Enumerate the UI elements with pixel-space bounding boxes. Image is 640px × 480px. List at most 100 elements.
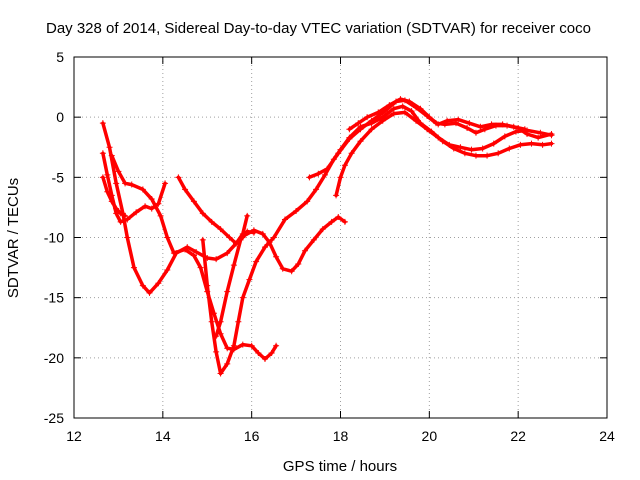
data-point	[213, 256, 220, 263]
series-line	[101, 121, 347, 295]
data-point	[155, 280, 162, 287]
data-point	[313, 186, 320, 193]
data-point	[224, 345, 231, 352]
data-point	[190, 198, 197, 205]
data-point	[517, 141, 524, 148]
data-point	[321, 171, 328, 178]
data-point	[501, 133, 508, 140]
y-axis-title: SDTVAR / TECUs	[5, 178, 22, 298]
data-point	[273, 253, 280, 260]
data-point	[279, 265, 286, 272]
data-point	[461, 150, 468, 157]
data-point	[390, 110, 397, 117]
data-point	[199, 210, 206, 217]
data-point	[375, 109, 382, 116]
data-point	[224, 250, 231, 257]
x-tick-label: 16	[244, 428, 260, 444]
data-point	[319, 226, 326, 233]
y-tick-label: -5	[52, 169, 65, 185]
data-point	[464, 124, 471, 131]
grid-layer	[74, 57, 607, 418]
data-point	[199, 236, 206, 243]
series-track-4	[108, 152, 280, 363]
data-point	[230, 262, 237, 269]
data-point	[155, 200, 162, 207]
data-point	[244, 212, 251, 219]
data-point	[484, 152, 491, 159]
data-point	[204, 282, 211, 289]
data-point	[133, 209, 140, 216]
x-tick-label: 22	[510, 428, 526, 444]
data-point	[472, 152, 479, 159]
data-point	[413, 117, 420, 124]
data-point	[104, 188, 111, 195]
data-point	[477, 123, 484, 130]
series-track-10	[346, 96, 528, 133]
chart-title: Day 328 of 2014, Sidereal Day-to-day VTE…	[46, 20, 591, 37]
data-point	[253, 258, 260, 265]
data-point	[193, 248, 200, 255]
data-point	[142, 203, 149, 210]
data-point	[170, 250, 177, 257]
data-point	[117, 218, 124, 225]
data-point	[368, 117, 375, 124]
data-point	[444, 117, 451, 124]
data-point	[435, 121, 442, 128]
data-point	[268, 350, 275, 357]
data-point	[346, 135, 353, 142]
x-tick-label: 20	[422, 428, 438, 444]
x-tick-label: 14	[155, 428, 171, 444]
series-track-9	[333, 109, 555, 199]
data-point	[408, 108, 415, 115]
data-point	[335, 214, 342, 221]
data-point	[148, 195, 155, 202]
data-point	[355, 120, 362, 127]
y-tick-label: -20	[44, 350, 64, 366]
data-point	[490, 140, 497, 147]
data-point	[472, 129, 479, 136]
data-point	[341, 162, 348, 169]
data-point	[208, 318, 215, 325]
y-tick-label: -15	[44, 290, 64, 306]
data-point	[139, 186, 146, 193]
data-point	[164, 234, 171, 241]
data-point	[521, 126, 528, 133]
data-point	[333, 192, 340, 199]
data-point	[197, 264, 204, 271]
data-point	[548, 140, 555, 147]
data-point	[379, 117, 386, 124]
data-point	[99, 174, 106, 181]
data-point	[117, 210, 124, 217]
data-point	[341, 218, 348, 225]
data-point	[122, 212, 129, 219]
data-point	[175, 174, 182, 181]
x-axis-title: GPS time / hours	[283, 458, 397, 475]
data-point	[113, 205, 120, 212]
data-point	[208, 218, 215, 225]
data-point	[122, 180, 129, 187]
data-point	[259, 230, 266, 237]
data-point	[108, 152, 115, 159]
data-point	[364, 114, 371, 121]
data-point	[357, 126, 364, 133]
data-point	[244, 228, 251, 235]
data-point	[406, 98, 413, 105]
data-point	[261, 244, 268, 251]
data-point	[273, 342, 280, 349]
data-point	[357, 138, 364, 145]
data-point	[246, 276, 253, 283]
data-point	[446, 141, 453, 148]
data-point	[510, 123, 517, 130]
data-point	[335, 150, 342, 157]
data-point	[113, 180, 120, 187]
data-point	[401, 109, 408, 116]
data-point	[539, 141, 546, 148]
data-point	[124, 234, 131, 241]
data-point	[528, 140, 535, 147]
data-point	[108, 198, 115, 205]
data-point	[99, 120, 106, 127]
series-track-7	[213, 228, 257, 340]
data-point	[224, 360, 231, 367]
data-point	[346, 126, 353, 133]
